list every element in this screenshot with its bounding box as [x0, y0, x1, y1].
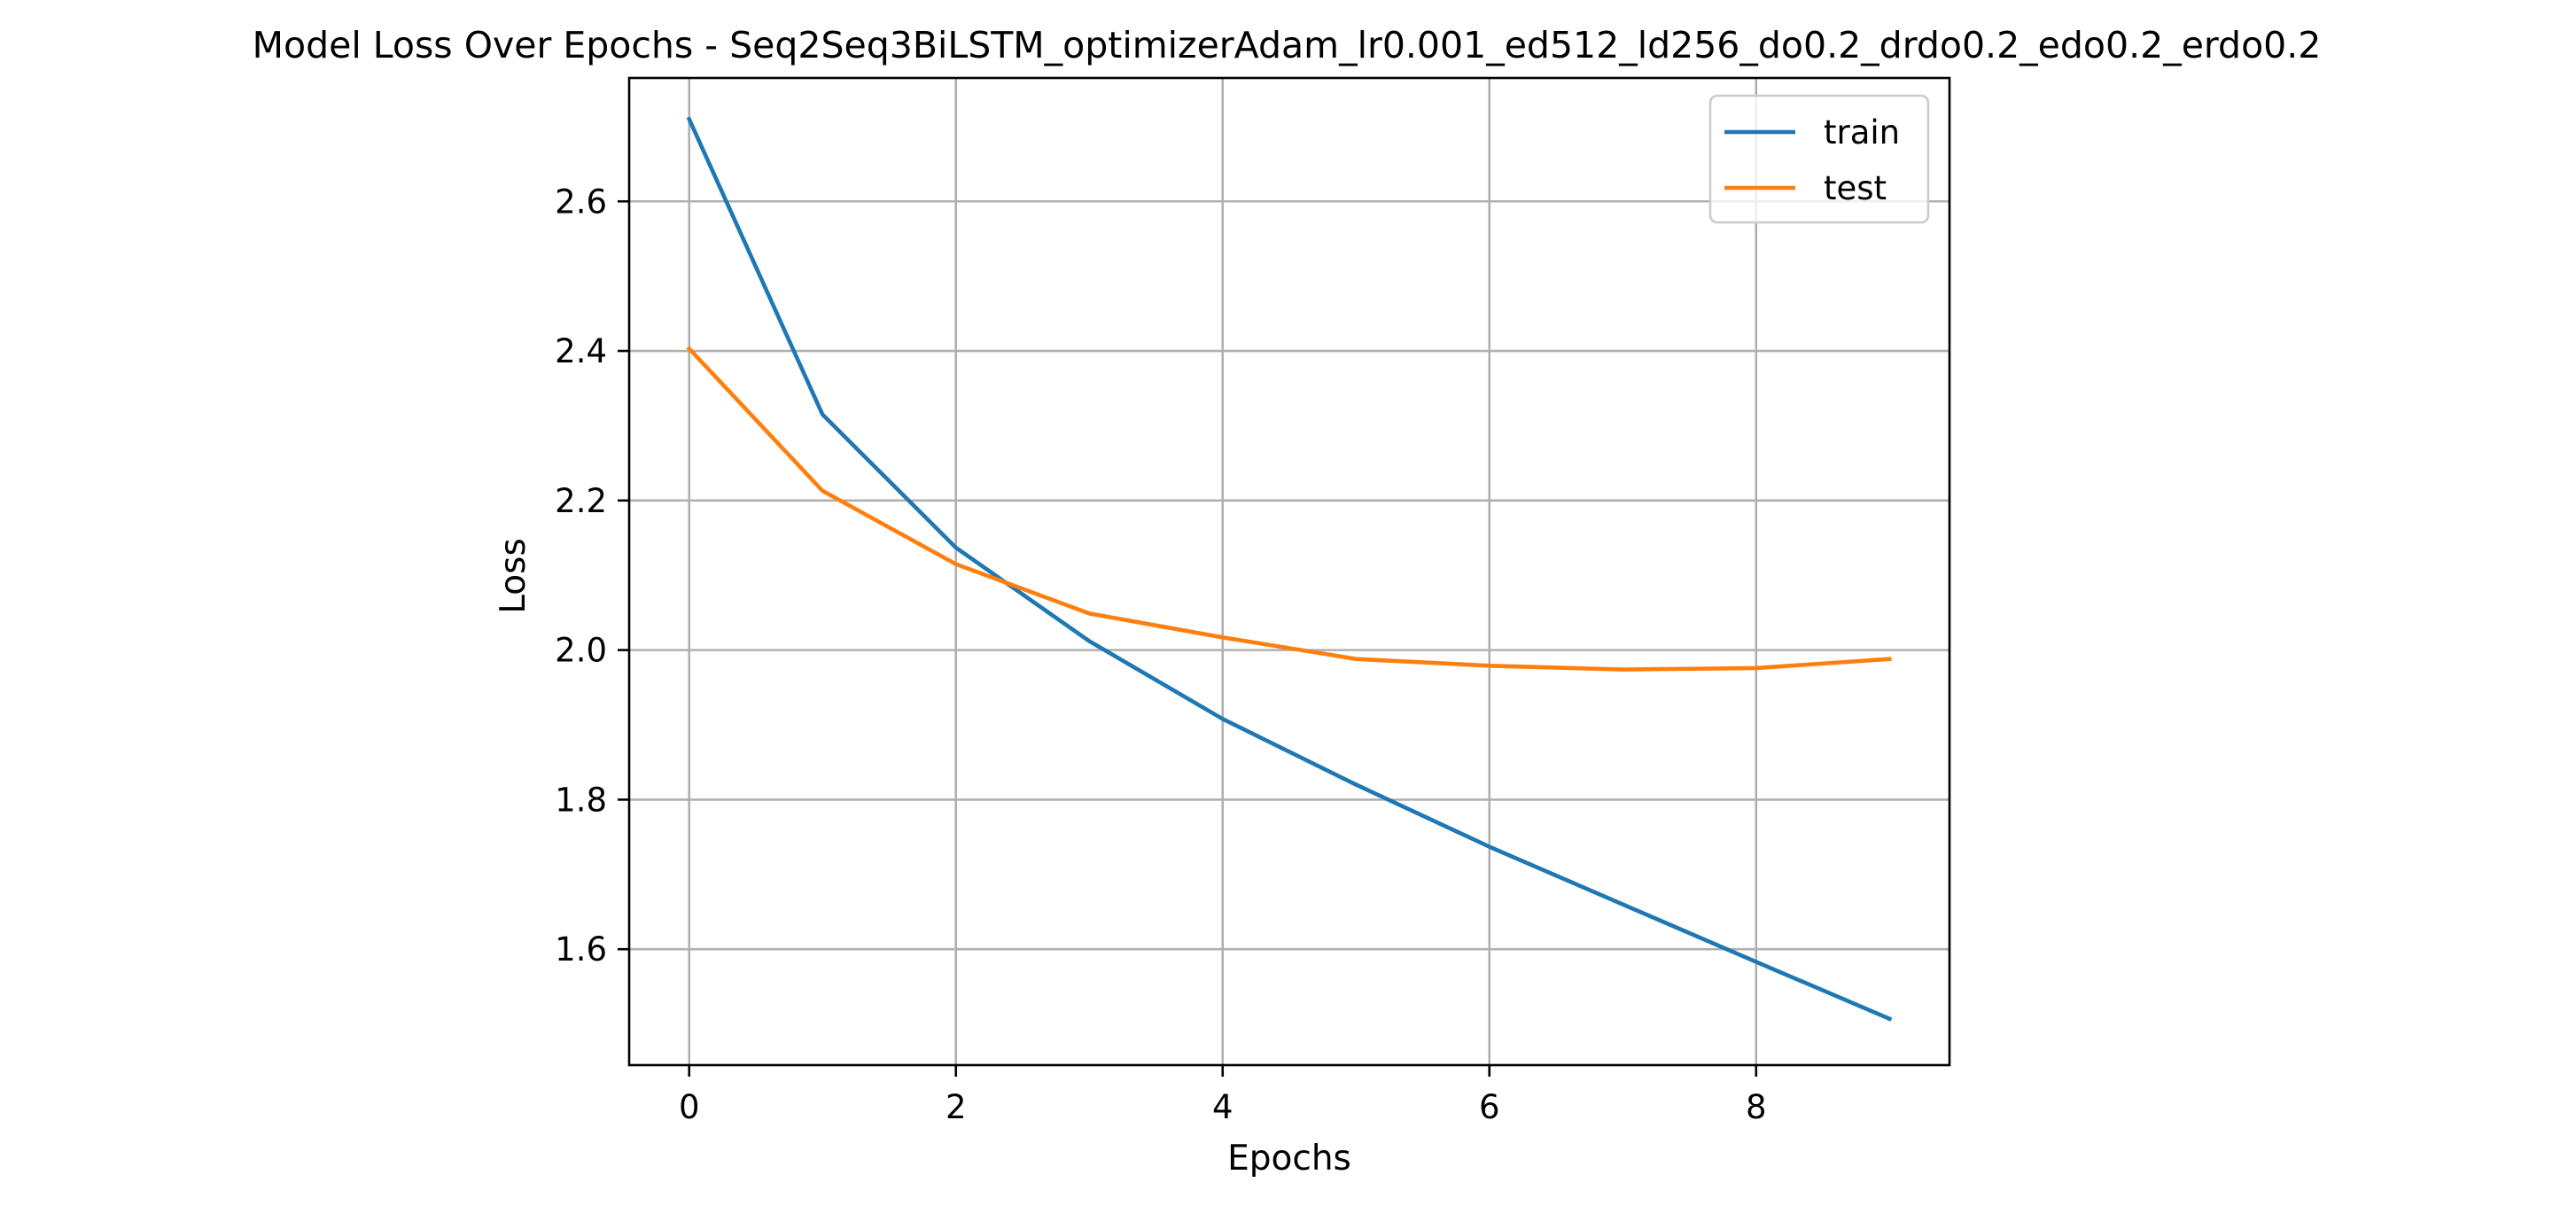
y-tick-label: 2.2 [555, 482, 607, 520]
y-tick-label: 1.8 [555, 781, 607, 819]
legend: train test [1708, 94, 1930, 224]
x-tick-label: 4 [1212, 1088, 1234, 1126]
y-axis-label: Loss [494, 538, 533, 614]
plot-area-background [629, 78, 1950, 1065]
x-tick-label: 8 [1746, 1088, 1767, 1126]
legend-label-train: train [1824, 113, 1900, 152]
chart-title: Model Loss Over Epochs - Seq2Seq3BiLSTM_… [253, 24, 2322, 66]
series-line-train [686, 116, 1893, 1022]
axes-frame [627, 76, 1951, 1067]
y-tick-label: 2.4 [555, 332, 607, 370]
x-tick-label: 0 [679, 1088, 700, 1126]
x-axis-label: Epochs [1227, 1139, 1351, 1179]
x-tick-label: 6 [1479, 1088, 1500, 1126]
series-lines [686, 116, 1893, 1022]
y-tick-label: 2.0 [555, 632, 607, 670]
x-tick-label: 2 [946, 1088, 967, 1126]
axis-ticks: 0 2 4 6 8 1.6 1.8 2.0 2.2 2.4 2.6 [555, 183, 1766, 1126]
legend-box [1708, 94, 1930, 224]
series-line-test [686, 346, 1892, 672]
legend-label-test: test [1824, 169, 1887, 207]
y-tick-label: 2.6 [555, 183, 607, 221]
y-tick-label: 1.6 [555, 930, 607, 969]
